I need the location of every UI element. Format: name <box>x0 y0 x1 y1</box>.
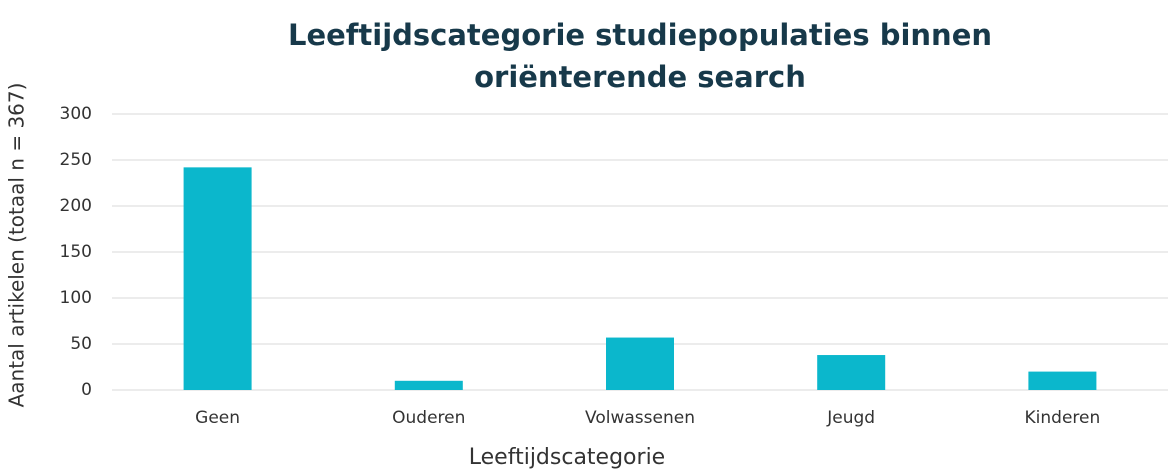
y-tick-label: 100 <box>60 288 92 308</box>
x-tick-label: Jeugd <box>826 408 875 428</box>
bar <box>817 355 886 390</box>
x-tick-label: Geen <box>195 408 240 428</box>
y-tick-label: 150 <box>60 242 92 262</box>
bar <box>1028 371 1097 390</box>
chart-title: Leeftijdscategorie studiepopulaties binn… <box>287 18 993 94</box>
x-tick-label: Kinderen <box>1025 408 1101 428</box>
bar <box>394 380 463 390</box>
bar <box>606 337 674 390</box>
x-tick-label: Volwassenen <box>585 408 695 428</box>
y-axis-label: Aantal artikelen (totaal n = 367) <box>5 83 29 408</box>
y-tick-label: 300 <box>60 104 92 124</box>
y-tick-label: 0 <box>81 380 92 400</box>
bar <box>183 167 252 390</box>
x-axis-label: Leeftijdscategorie <box>469 445 665 470</box>
x-tick-label: Ouderen <box>392 408 465 428</box>
y-tick-label: 250 <box>60 150 92 170</box>
y-tick-label: 50 <box>70 334 92 354</box>
y-tick-label: 200 <box>60 196 92 216</box>
